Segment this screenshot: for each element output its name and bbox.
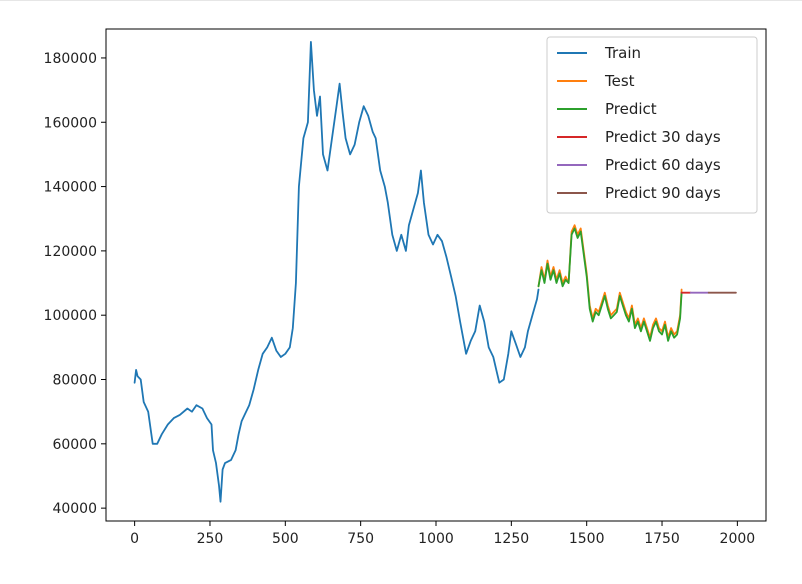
x-tick-label: 2000 <box>720 531 756 547</box>
plot-lines <box>133 41 737 503</box>
x-tick-label: 250 <box>197 531 224 547</box>
legend: Train Test Predict Predict 30 days Predict 6… <box>546 36 758 214</box>
y-tick-label: 180000 <box>44 51 97 67</box>
top-divider <box>0 0 802 1</box>
x-tick-label: 1750 <box>644 531 680 547</box>
legend-label: Predict 60 days <box>605 156 721 174</box>
x-tick-label: 1500 <box>569 531 605 547</box>
y-tick-label: 100000 <box>44 308 97 324</box>
y-tick-label: 140000 <box>44 180 97 196</box>
y-tick-label: 160000 <box>44 115 97 131</box>
x-tick-label: 1250 <box>494 531 530 547</box>
series-line-0 <box>133 41 540 503</box>
x-tick-label: 0 <box>130 531 139 547</box>
x-tick-label: 1000 <box>418 531 454 547</box>
y-tick-label: 40000 <box>52 501 97 517</box>
x-axis: 0 250 500 750 1000 1250 1500 1750 2000 <box>130 521 755 547</box>
x-tick-label: 750 <box>347 531 374 547</box>
x-tick-label: 500 <box>272 531 299 547</box>
legend-label: Predict 90 days <box>605 184 721 202</box>
y-axis: 40000 60000 80000 100000 120000 140000 160000 1… <box>44 51 106 517</box>
legend-box <box>546 36 758 214</box>
series-line-1 <box>537 224 683 339</box>
legend-label: Test <box>604 72 635 90</box>
y-tick-label: 80000 <box>52 373 97 389</box>
legend-label: Train <box>604 44 641 62</box>
y-tick-label: 120000 <box>44 244 97 260</box>
legend-label: Predict <box>605 100 657 118</box>
y-tick-label: 60000 <box>52 437 97 453</box>
legend-label: Predict 30 days <box>605 128 721 146</box>
series-line-2 <box>537 227 683 342</box>
